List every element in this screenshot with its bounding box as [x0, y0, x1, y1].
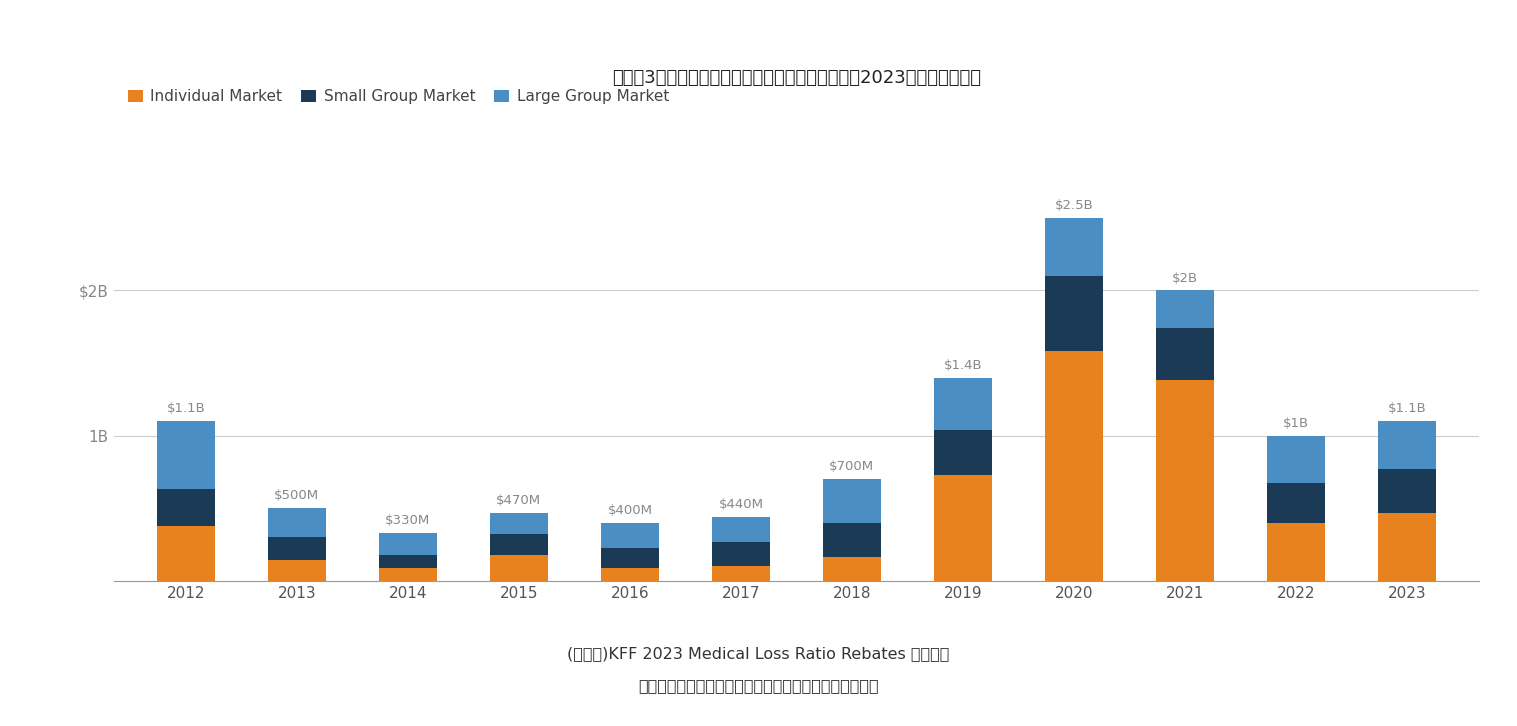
Bar — [1156, 380, 1214, 581]
Bar — [601, 548, 658, 568]
Bar — [824, 557, 881, 581]
Legend: Individual Market, Small Group Market, Large Group Market: Individual Market, Small Group Market, L… — [121, 83, 675, 110]
Text: $400M: $400M — [607, 504, 652, 517]
Bar — [1156, 328, 1214, 380]
Text: $1.1B: $1.1B — [167, 402, 205, 415]
Bar — [269, 508, 326, 537]
Text: $2B: $2B — [1171, 272, 1198, 285]
Bar — [379, 533, 437, 555]
Text: $470M: $470M — [496, 494, 542, 507]
Bar — [490, 555, 548, 581]
Bar — [1156, 290, 1214, 328]
Text: $1B: $1B — [1283, 417, 1309, 430]
Bar — [158, 489, 215, 526]
Bar — [934, 475, 992, 581]
Bar — [269, 537, 326, 560]
Bar — [490, 513, 548, 534]
Bar — [601, 568, 658, 581]
Bar — [1267, 523, 1324, 581]
Bar — [824, 523, 881, 557]
Bar — [490, 534, 548, 555]
Bar — [379, 568, 437, 581]
Bar — [1377, 513, 1435, 581]
Bar — [1045, 351, 1103, 581]
Bar — [1045, 218, 1103, 276]
Bar — [158, 526, 215, 581]
Bar — [379, 555, 437, 568]
Bar — [711, 517, 769, 542]
Text: $440M: $440M — [719, 498, 763, 511]
Bar — [601, 523, 658, 548]
Bar — [1377, 469, 1435, 513]
Bar — [711, 542, 769, 566]
Bar — [934, 430, 992, 475]
Bar — [711, 566, 769, 581]
Bar — [158, 421, 215, 489]
Text: $700M: $700M — [830, 460, 874, 473]
Bar — [269, 560, 326, 581]
Text: $500M: $500M — [275, 489, 320, 502]
Text: (資　料)KFF 2023 Medical Loss Ratio Rebates より引用: (資 料)KFF 2023 Medical Loss Ratio Rebates… — [567, 646, 950, 661]
Bar — [1045, 276, 1103, 351]
Bar — [1377, 421, 1435, 469]
Bar — [934, 378, 992, 430]
Text: $330M: $330M — [385, 514, 431, 527]
Bar — [824, 479, 881, 523]
Text: オレンジ色は個人、濃紺は小企業、青色は大企業の内訳: オレンジ色は個人、濃紺は小企業、青色は大企業の内訳 — [639, 679, 878, 693]
Bar — [1267, 483, 1324, 523]
Text: $1.1B: $1.1B — [1388, 402, 1426, 415]
Text: $2.5B: $2.5B — [1054, 199, 1094, 212]
Text: $1.4B: $1.4B — [944, 359, 981, 372]
Title: 【図袅3：メディカル・ロスレシオ還付金の推移（2023年は見通し）】: 【図袅3：メディカル・ロスレシオ還付金の推移（2023年は見通し）】 — [611, 69, 981, 87]
Bar — [1267, 436, 1324, 483]
